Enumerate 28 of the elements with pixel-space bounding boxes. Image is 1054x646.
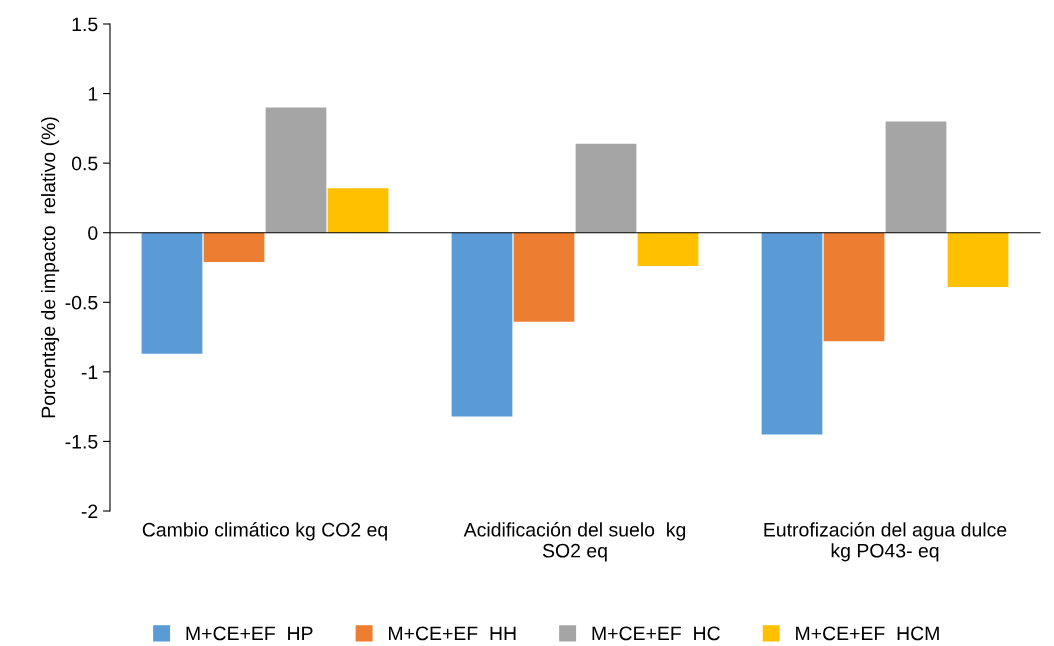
x-tick-label: Eutrofización del agua dulce kg PO43- eq (764, 522, 1007, 562)
y-tick-label: -1.5 (65, 435, 98, 449)
x-tick-label: Cambio climático kg CO2 eq (142, 522, 387, 541)
bar (513, 232, 575, 322)
bar (327, 188, 389, 233)
y-tick-label: -0.5 (65, 295, 98, 310)
y-tick-label: -1 (81, 365, 98, 379)
y-tick-label: 0.5 (71, 156, 98, 171)
legend-label: M+CE+EF HCM (796, 626, 939, 641)
bar (265, 107, 327, 233)
bar (885, 121, 947, 233)
y-tick-label: 0 (88, 226, 98, 240)
bar (823, 232, 885, 342)
y-tick-label: -2 (81, 504, 98, 519)
bar (637, 232, 699, 267)
bar (761, 232, 823, 435)
bar (203, 232, 265, 262)
bar (947, 232, 1009, 287)
bar (451, 232, 513, 417)
y-tick-label: 1.5 (72, 17, 98, 32)
bar (575, 143, 637, 233)
y-tick-label: 1 (88, 87, 98, 101)
bar (141, 232, 203, 354)
legend-label: M+CE+EF HC (592, 626, 720, 641)
legend-label: M+CE+EF HH (389, 626, 516, 641)
x-tick-label: Acidificación del suelo kg SO2 eq (463, 522, 686, 562)
legend-label: M+CE+EF HP (186, 626, 313, 641)
y-axis-title: Porcentaje de impacto relativo (%) (41, 117, 60, 418)
